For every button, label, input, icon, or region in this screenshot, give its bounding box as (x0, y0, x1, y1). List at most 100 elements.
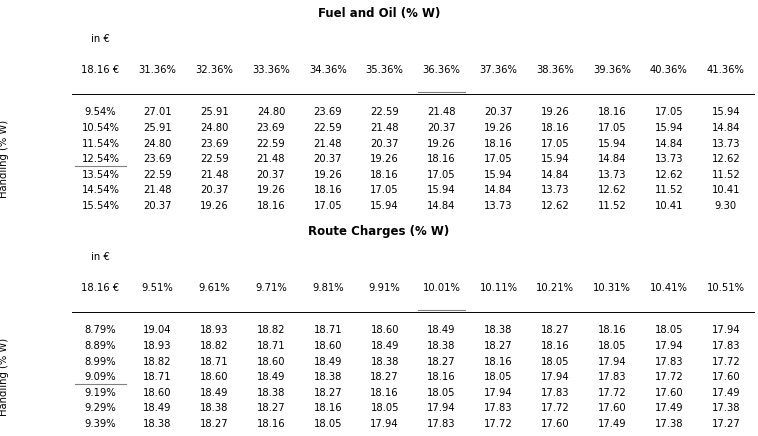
Text: 19.26: 19.26 (314, 170, 342, 180)
Text: 17.38: 17.38 (712, 403, 740, 413)
Text: 18.16: 18.16 (598, 107, 626, 117)
Text: 22.59: 22.59 (257, 139, 285, 149)
Text: 18.38: 18.38 (371, 357, 399, 367)
Text: 15.94: 15.94 (655, 123, 683, 133)
Text: 17.83: 17.83 (712, 341, 740, 351)
Text: 35.36%: 35.36% (366, 65, 403, 75)
Text: 12.62: 12.62 (598, 185, 626, 195)
Text: 14.84: 14.84 (541, 170, 569, 180)
Text: 21.48: 21.48 (428, 107, 456, 117)
Text: 17.94: 17.94 (655, 341, 683, 351)
Text: 18.27: 18.27 (541, 325, 569, 335)
Text: 18.38: 18.38 (143, 419, 171, 429)
Text: 18.16: 18.16 (314, 185, 342, 195)
Text: 19.26: 19.26 (484, 123, 512, 133)
Text: 18.38: 18.38 (257, 388, 285, 398)
Text: 18.49: 18.49 (257, 372, 285, 382)
Text: 31.36%: 31.36% (139, 65, 176, 75)
Text: 10.11%: 10.11% (479, 283, 518, 293)
Text: 14.84: 14.84 (484, 185, 512, 195)
Text: 18.16: 18.16 (541, 341, 569, 351)
Text: 18.16: 18.16 (484, 357, 512, 367)
Text: 17.83: 17.83 (541, 388, 569, 398)
Text: 13.73: 13.73 (712, 139, 740, 149)
Text: 18.71: 18.71 (257, 341, 285, 351)
Text: 21.48: 21.48 (143, 185, 171, 195)
Text: 27.01: 27.01 (143, 107, 171, 117)
Text: 22.59: 22.59 (143, 170, 171, 180)
Text: 18.05: 18.05 (371, 403, 399, 413)
Text: 34.36%: 34.36% (309, 65, 346, 75)
Text: 13.73: 13.73 (655, 154, 683, 164)
Text: 10.41: 10.41 (712, 185, 740, 195)
Text: 15.54%: 15.54% (81, 201, 120, 211)
Text: 18.49: 18.49 (428, 325, 456, 335)
Text: 18.16 €: 18.16 € (81, 65, 120, 75)
Text: 21.48: 21.48 (314, 139, 342, 149)
Text: 10.21%: 10.21% (536, 283, 575, 293)
Text: 11.52: 11.52 (655, 185, 683, 195)
Text: 17.49: 17.49 (655, 403, 683, 413)
Text: 23.69: 23.69 (314, 107, 342, 117)
Text: 18.16: 18.16 (541, 123, 569, 133)
Text: 21.48: 21.48 (371, 123, 399, 133)
Text: 9.54%: 9.54% (85, 107, 116, 117)
Text: 18.16 €: 18.16 € (81, 283, 120, 293)
Text: 17.60: 17.60 (598, 403, 626, 413)
Text: 17.60: 17.60 (655, 388, 683, 398)
Text: 17.05: 17.05 (428, 170, 456, 180)
Text: 14.84: 14.84 (598, 154, 626, 164)
Text: 9.61%: 9.61% (199, 283, 230, 293)
Text: 18.27: 18.27 (200, 419, 228, 429)
Text: 18.16: 18.16 (598, 325, 626, 335)
Text: 39.36%: 39.36% (594, 65, 631, 75)
Text: 32.36%: 32.36% (196, 65, 233, 75)
Text: 17.83: 17.83 (655, 357, 683, 367)
Text: 17.83: 17.83 (484, 403, 512, 413)
Text: 13.73: 13.73 (541, 185, 569, 195)
Text: 12.62: 12.62 (541, 201, 569, 211)
Text: 18.93: 18.93 (200, 325, 228, 335)
Text: 9.91%: 9.91% (369, 283, 400, 293)
Text: 12.62: 12.62 (655, 170, 683, 180)
Text: 18.05: 18.05 (314, 419, 342, 429)
Text: 19.26: 19.26 (200, 201, 228, 211)
Text: 12.62: 12.62 (712, 154, 740, 164)
Text: 17.60: 17.60 (541, 419, 569, 429)
Text: 17.94: 17.94 (484, 388, 512, 398)
Text: 17.94: 17.94 (541, 372, 569, 382)
Text: 20.37: 20.37 (314, 154, 342, 164)
Text: 18.05: 18.05 (598, 341, 626, 351)
Text: 23.69: 23.69 (200, 139, 228, 149)
Text: 11.52: 11.52 (712, 170, 740, 180)
Text: 18.49: 18.49 (143, 403, 171, 413)
Text: 10.01%: 10.01% (423, 283, 460, 293)
Text: 23.69: 23.69 (257, 123, 285, 133)
Text: 9.09%: 9.09% (85, 372, 116, 382)
Text: 25.91: 25.91 (200, 107, 228, 117)
Text: 10.41: 10.41 (655, 201, 683, 211)
Text: 20.37: 20.37 (371, 139, 399, 149)
Text: 10.54%: 10.54% (82, 123, 119, 133)
Text: 17.05: 17.05 (655, 107, 683, 117)
Text: 15.94: 15.94 (428, 185, 456, 195)
Text: 18.27: 18.27 (484, 341, 512, 351)
Text: 17.05: 17.05 (371, 185, 399, 195)
Text: 8.99%: 8.99% (85, 357, 116, 367)
Text: in €: in € (91, 34, 110, 44)
Text: 19.26: 19.26 (257, 185, 285, 195)
Text: 20.37: 20.37 (200, 185, 228, 195)
Text: 18.16: 18.16 (484, 139, 512, 149)
Text: 19.26: 19.26 (371, 154, 399, 164)
Text: 17.05: 17.05 (598, 123, 626, 133)
Text: 19.04: 19.04 (143, 325, 171, 335)
Text: 13.73: 13.73 (598, 170, 626, 180)
Text: 18.27: 18.27 (428, 357, 456, 367)
Text: 18.60: 18.60 (257, 357, 285, 367)
Text: 18.71: 18.71 (143, 372, 171, 382)
Text: 18.93: 18.93 (143, 341, 171, 351)
Text: 8.89%: 8.89% (85, 341, 116, 351)
Text: 17.72: 17.72 (598, 388, 626, 398)
Text: 17.60: 17.60 (712, 372, 740, 382)
Text: 18.05: 18.05 (541, 357, 569, 367)
